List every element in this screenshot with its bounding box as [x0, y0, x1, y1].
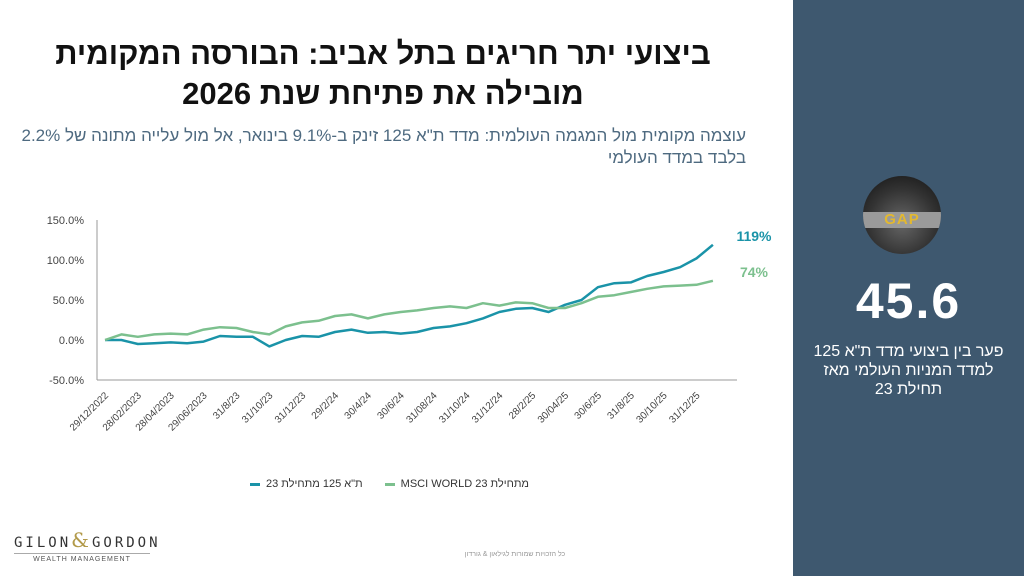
x-tick-label: 29/2/24 [310, 390, 342, 422]
x-tick-label: 30/6/24 [375, 390, 407, 422]
x-tick-label: 31/12/23 [273, 390, 309, 426]
x-tick-label: 31/10/24 [437, 390, 473, 426]
page-title: ביצועי יתר חריגים בתל אביב: הבורסה המקומ… [55, 36, 711, 111]
end-value-label: 74% [740, 264, 769, 280]
gap-value: 45.6 [855, 273, 962, 329]
page-subtitle: עוצמה מקומית מול המגמה העולמית: מדד ת"א … [21, 126, 747, 167]
end-value-label: 119% [736, 228, 772, 244]
legend-item-ta125: ת"א 125 מתחילת 23 [250, 478, 363, 490]
x-tick-label: 31/8/23 [211, 390, 243, 422]
series-line-0 [105, 243, 714, 348]
x-tick-label: 31/12/24 [470, 390, 506, 426]
x-tick-label: 28/2/25 [507, 390, 539, 422]
y-tick-label: 150.0% [47, 215, 85, 227]
y-tick-label: 0.0% [59, 335, 84, 347]
series-line-1 [104, 279, 714, 342]
side-panel: GAP 45.6 פער בין ביצועי מדד ת"א 125 למדד… [793, 0, 1024, 576]
y-tick-label: 50.0% [53, 295, 84, 307]
legend-label: MSCI WORLD 23 מתחילת [400, 478, 529, 490]
x-tick-label: 30/6/25 [573, 390, 605, 422]
legend-swatch [250, 482, 260, 486]
legend-label: ת"א 125 מתחילת 23 [266, 478, 363, 490]
x-tick-label: 31/10/23 [240, 390, 276, 426]
x-tick-label: 30/10/25 [634, 390, 670, 426]
x-tick-label: 30/04/25 [536, 390, 572, 426]
x-tick-label: 31/12/25 [667, 390, 703, 426]
copyright-footer: כל הזכויות שמורות לגילאון & גורדון [464, 551, 566, 558]
x-tick-label: 30/4/24 [343, 390, 375, 422]
line-chart: 150.0%100.0%50.0%0.0%-50.0%29/12/202228/… [47, 215, 772, 434]
x-tick-label: 31/08/24 [404, 390, 440, 426]
y-tick-label: -50.0% [49, 375, 84, 387]
gap-image: GAP [863, 176, 941, 254]
chart-legend: ת"א 125 מתחילת 23 MSCI WORLD 23 מתחילת [250, 478, 529, 490]
legend-item-msci: MSCI WORLD 23 מתחילת [384, 478, 529, 490]
company-logo: GILON&GORDON WEALTH MANAGEMENT [14, 528, 161, 563]
y-tick-label: 100.0% [47, 255, 85, 267]
gap-description: פער בין ביצועי מדד ת"א 125 למדד המניות ה… [813, 343, 1004, 398]
legend-swatch [384, 482, 395, 486]
x-tick-label: 31/8/25 [606, 390, 638, 422]
